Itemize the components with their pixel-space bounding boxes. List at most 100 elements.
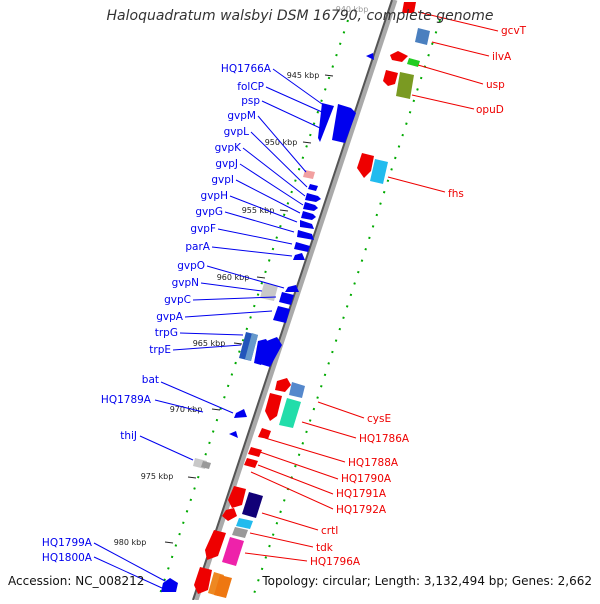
gene-label: HQ1790A — [341, 473, 392, 485]
gene-arrow — [303, 170, 315, 179]
gene-arrow — [294, 242, 310, 252]
gene-label: gvpH — [201, 190, 228, 202]
gene-arrow — [396, 72, 414, 99]
gene-arrow — [205, 530, 226, 560]
gene-arrow — [234, 409, 247, 418]
gene-label: gvpG — [195, 206, 223, 218]
gene-arrow — [265, 393, 282, 421]
tick-label: 955 kbp — [242, 206, 275, 215]
gene-label: cysE — [367, 413, 391, 425]
gene-arrow — [308, 184, 318, 191]
gene-label: ilvA — [492, 51, 512, 63]
tick-label: 980 kbp — [114, 538, 147, 547]
gene-arrow — [229, 431, 238, 438]
gene-label: HQ1800A — [42, 552, 93, 564]
gene-label: gcvT — [501, 25, 527, 37]
left-labels: HQ1766A folCP psp gvpM gvpL gvpK gvpJ gv… — [42, 63, 272, 564]
gene-arrow — [407, 58, 420, 67]
gene-label: parA — [185, 241, 210, 253]
gene-arrow — [236, 518, 253, 529]
gene-label: trpE — [149, 344, 171, 356]
tick-mark — [302, 141, 312, 144]
tick-mark — [211, 408, 221, 411]
gene-arrow — [402, 2, 416, 13]
gene-arrow — [366, 53, 374, 60]
tick-label: 945 kbp — [287, 71, 320, 80]
gene-arrow — [279, 398, 301, 428]
gene-arrow — [289, 382, 305, 398]
gene-arrow — [300, 220, 314, 229]
accession-text: Accession: NC_008212 — [8, 574, 145, 588]
gene-label: psp — [241, 95, 260, 107]
gene-arrow — [285, 285, 299, 292]
gene-label: gvpC — [164, 294, 191, 306]
left-connectors — [93, 68, 323, 589]
gene-arrow — [332, 104, 356, 143]
gene-label: HQ1786A — [359, 433, 410, 445]
gene-label: usp — [486, 79, 505, 91]
page-title: Haloquadratum walsbyi DSM 16790, complet… — [106, 8, 494, 24]
right-labels: gcvT ilvA usp opuD fhs cysE HQ1786A HQ17… — [310, 25, 527, 568]
gene-label: HQ1789A — [101, 394, 152, 406]
gene-label: gvpA — [156, 311, 184, 323]
tick-mark — [164, 541, 174, 544]
gene-arrow — [297, 230, 314, 240]
gene-arrow — [279, 292, 294, 305]
gene-label: gvpN — [172, 277, 199, 289]
tick-label: 970 kbp — [170, 405, 203, 414]
tick-mark — [233, 342, 243, 345]
gene-arrow — [301, 211, 316, 220]
gene-label: opuD — [476, 104, 504, 116]
gene-label: HQ1788A — [348, 457, 399, 469]
gene-label: folCP — [237, 81, 264, 93]
gene-label: HQ1799A — [42, 537, 93, 549]
gene-arrow — [232, 527, 248, 538]
gene-arrow — [318, 103, 334, 142]
gene-label: gvpM — [227, 110, 256, 122]
gene-arrow — [222, 537, 244, 566]
gene-label: gvpO — [177, 260, 205, 272]
tick-mark — [187, 476, 197, 479]
gene-arrow — [293, 253, 305, 260]
gene-arrow — [161, 578, 178, 592]
gene-arrow — [415, 28, 430, 45]
gene-label: crtI — [321, 525, 338, 537]
gene-label: HQ1791A — [336, 488, 387, 500]
gene-arrow — [244, 458, 258, 468]
tick-label: 975 kbp — [141, 472, 174, 481]
gene-label: HQ1792A — [336, 504, 387, 516]
gene-label: bat — [142, 374, 159, 386]
tick-mark — [279, 209, 289, 212]
gene-label: gvpJ — [215, 158, 238, 170]
topology-text: Topology: circular; Length: 3,132,494 bp… — [262, 574, 592, 588]
tick-mark — [256, 276, 266, 279]
gene-label: fhs — [448, 188, 464, 200]
gene-arrow — [357, 153, 374, 178]
gene-arrow — [258, 428, 271, 439]
gene-arrow — [383, 70, 398, 86]
gene-label: gvpI — [211, 174, 234, 186]
tick-label: 965 kbp — [193, 339, 226, 348]
gene-arrow — [275, 378, 291, 392]
gene-arrow — [390, 51, 408, 62]
tick-label: 960 kbp — [217, 273, 250, 282]
gene-arrow — [248, 447, 262, 457]
gene-arrow — [201, 461, 211, 469]
gene-arrow — [370, 159, 388, 184]
gene-arrow — [214, 575, 232, 598]
gene-label: HQ1796A — [310, 556, 361, 568]
gene-label: gvpL — [224, 126, 250, 138]
gene-arrow — [260, 283, 278, 301]
right-strand-genes — [194, 2, 430, 598]
gene-label: HQ1766A — [221, 63, 272, 75]
tick-label: 940 kbp — [336, 5, 369, 14]
gene-arrow — [305, 193, 321, 202]
gene-label: tdk — [316, 542, 334, 554]
gene-arrow — [260, 337, 282, 367]
tick-mark — [324, 74, 334, 77]
gene-arrow — [303, 202, 318, 211]
gene-arrow — [273, 306, 290, 323]
gene-arrow — [222, 508, 237, 521]
